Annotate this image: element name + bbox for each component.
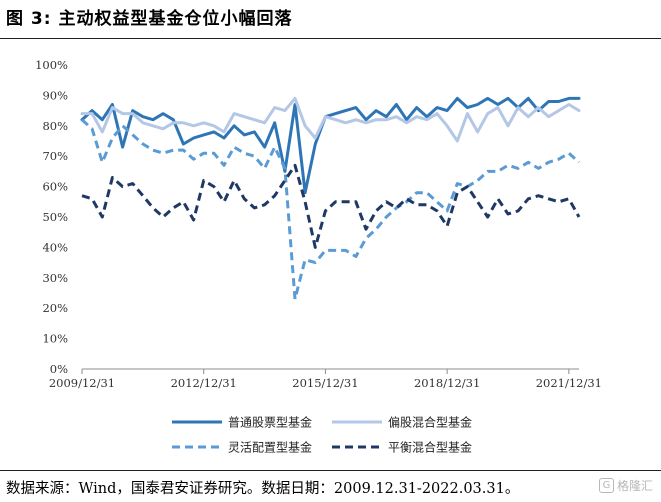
y-tick-label: 20% <box>42 301 68 315</box>
watermark-text: 格隆汇 <box>616 479 653 493</box>
y-tick-label: 90% <box>42 88 68 102</box>
series-line-4 <box>81 163 581 249</box>
source-note: 数据来源：Wind，国泰君安证券研究。数据日期：2009.12.31-2022.… <box>6 481 520 497</box>
y-tick-label: 80% <box>42 119 68 133</box>
series-line-2 <box>80 96 581 143</box>
x-tick-label: 2021/12/31 <box>536 376 602 390</box>
watermark: G 格隆汇 <box>598 477 653 494</box>
y-tick-label: 10% <box>42 332 68 346</box>
y-axis-labels: 0% 10% 20% 30% 40% 50% 60% 70% 80% 90% 100% <box>35 58 68 376</box>
series-lines <box>80 96 581 301</box>
y-tick-label: 50% <box>42 210 68 224</box>
legend-label-1: 普通股票型基金 <box>228 415 312 430</box>
legend-label-3: 灵活配置型基金 <box>228 440 312 455</box>
y-tick-label: 40% <box>42 240 68 254</box>
footer-divider <box>0 470 661 471</box>
y-tick-label: 100% <box>35 58 68 72</box>
figure-title: 图 3: 主动权益型基金仓位小幅回落 <box>6 9 293 29</box>
x-tick-label: 2012/12/31 <box>171 376 237 390</box>
title-divider <box>0 38 661 39</box>
y-tick-label: 0% <box>50 362 68 376</box>
x-tick-label: 2015/12/31 <box>292 376 358 390</box>
series-line-3 <box>80 118 581 301</box>
watermark-logo-icon: G <box>598 478 614 493</box>
x-axis: 2009/12/31 2012/12/31 2015/12/31 2018/12/31… <box>49 368 602 390</box>
x-tick-label: 2018/12/31 <box>414 376 480 390</box>
y-tick-label: 30% <box>42 271 68 285</box>
y-tick-label: 70% <box>42 149 68 163</box>
y-tick-label: 60% <box>42 180 68 194</box>
legend-label-2: 偏股混合型基金 <box>388 415 472 430</box>
x-tick-label: 2009/12/31 <box>49 376 115 390</box>
series-line-1 <box>80 96 581 195</box>
line-chart: 0% 10% 20% 30% 40% 50% 60% 70% 80% 90% 100% 2009/1… <box>35 58 602 455</box>
legend-label-4: 平衡混合型基金 <box>388 440 472 455</box>
